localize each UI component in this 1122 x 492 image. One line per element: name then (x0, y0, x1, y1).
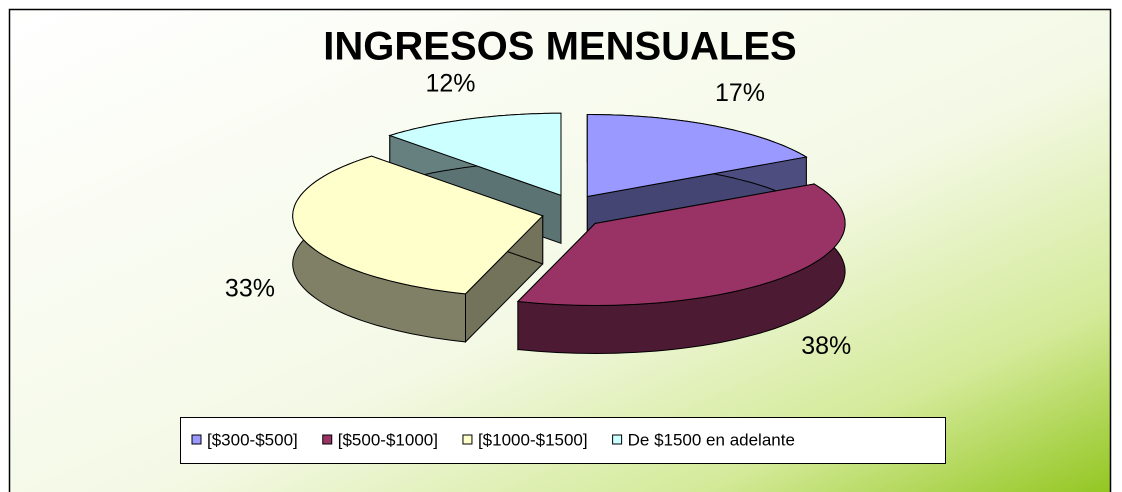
legend-label: [$1000-$1500] (478, 430, 588, 449)
chart-title: INGRESOS MENSUALES (323, 25, 796, 69)
legend-label: [$300-$500] (207, 430, 298, 449)
data-label: 38% (801, 332, 851, 360)
pie-slice (516, 183, 846, 355)
data-label: 12% (425, 69, 475, 97)
slice-top (586, 114, 808, 198)
legend-label: [$500-$1000] (338, 430, 438, 449)
data-label: 33% (225, 274, 275, 302)
legend-label: De $1500 en adelante (628, 430, 795, 449)
data-label: 17% (715, 79, 765, 107)
legend-swatch (612, 434, 623, 445)
legend-swatch (322, 434, 333, 445)
slice-top (388, 112, 562, 197)
slice-top (516, 183, 846, 307)
legend-swatch (191, 434, 202, 445)
legend-swatch (462, 434, 473, 445)
slice-top (292, 155, 544, 295)
pie-slice (292, 155, 544, 344)
legend: [$300-$500] [$500-$1000] [$1000-$1500] De $… (191, 430, 795, 449)
chart-frame (8, 8, 1112, 492)
pie: 12% 17% 33% 38% (225, 69, 851, 360)
legend-box (180, 417, 946, 464)
